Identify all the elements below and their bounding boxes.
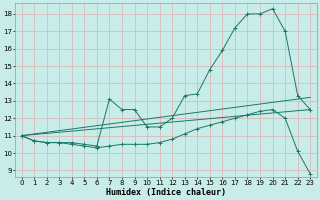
X-axis label: Humidex (Indice chaleur): Humidex (Indice chaleur) (106, 188, 226, 197)
